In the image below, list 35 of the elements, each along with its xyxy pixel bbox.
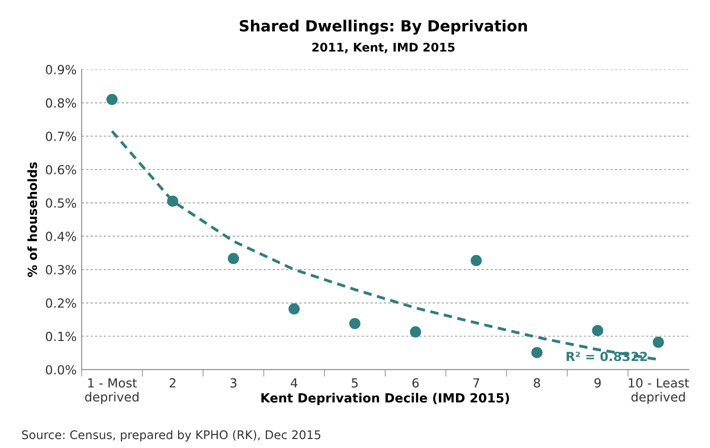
x-tick-label: 4 <box>290 378 298 388</box>
point <box>167 196 178 207</box>
x-tick-label: 6 <box>412 378 419 388</box>
y-tick-label: 0.0% <box>46 365 76 375</box>
y-tick-label: 0.1% <box>46 332 76 342</box>
x-tick-label: 8 <box>534 378 540 388</box>
chart-subtitle: 2011, Kent, IMD 2015 <box>312 42 455 54</box>
point <box>531 346 543 358</box>
x-tick-label: 7 <box>473 378 480 388</box>
x-axis-title: Kent Deprivation Decile (IMD 2015) <box>261 392 509 406</box>
x-tick-label: 9 <box>594 378 601 388</box>
point <box>349 318 360 330</box>
y-tick-label: 0.8% <box>46 98 76 108</box>
y-tick-label: 0.2% <box>46 298 76 308</box>
point <box>228 252 240 264</box>
point <box>288 303 300 315</box>
point <box>652 336 664 348</box>
point <box>106 94 118 106</box>
y-tick-label: 0.5% <box>46 198 76 208</box>
point <box>470 254 482 266</box>
x-tick-label: 3 <box>230 378 236 388</box>
chart-title: Shared Dwellings: By Deprivation <box>240 20 527 35</box>
y-axis-title: % of households <box>27 162 38 277</box>
y-tick-label: 0.6% <box>46 164 76 174</box>
x-tick-label: 5 <box>352 378 358 388</box>
point <box>410 326 422 338</box>
y-tick-label: 0.3% <box>46 265 76 274</box>
source-note: Source: Census, prepared by KPHO (RK), Dec 2015 <box>22 430 320 442</box>
y-tick-label: 0.7% <box>46 132 76 142</box>
x-tick-label: 1 - Most deprived <box>85 378 138 404</box>
y-tick-label: 0.4% <box>46 232 76 242</box>
x-tick-label: 10 - Least deprived <box>628 378 689 404</box>
x-tick-label: 2 <box>170 378 176 388</box>
point <box>592 324 604 336</box>
y-tick-label: 0.9% <box>46 64 76 74</box>
